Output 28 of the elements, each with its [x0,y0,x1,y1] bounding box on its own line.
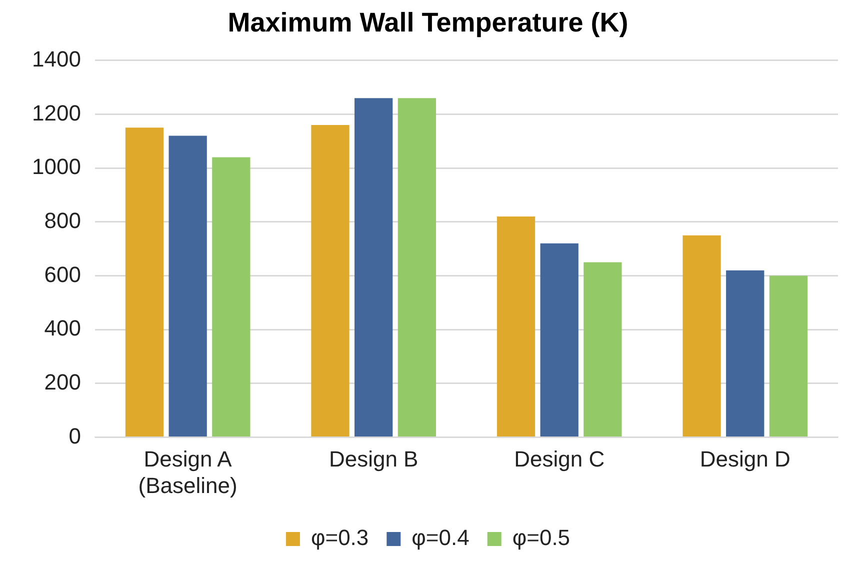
bar [212,157,250,436]
y-tick-label: 200 [44,369,81,394]
y-tick-label: 600 [44,262,81,287]
x-tick-label: Design B [328,446,418,472]
y-tick-label: 1400 [32,46,81,72]
bar [726,270,764,436]
y-tick-label: 0 [68,423,81,448]
x-tick-label: Design D [700,446,790,472]
bar [125,128,164,436]
y-tick-label: 1000 [32,154,81,180]
bar [584,262,622,436]
y-tick-label: 1200 [32,100,81,126]
bar [168,136,207,436]
bar [682,235,721,436]
y-tick-label: 400 [44,316,81,341]
bar [398,98,436,436]
y-tick-label: 800 [44,208,81,233]
legend-label: φ=0.5 [512,525,570,550]
bar [496,216,536,436]
x-tick-label: Design C [514,446,605,472]
x-tick-label: Design A (Baseline) [138,446,238,498]
bar [354,98,393,436]
chart-title: Maximum Wall Temperature (K) [228,8,628,38]
bar [311,124,350,436]
bar [540,243,578,436]
legend-label: φ=0.4 [412,525,470,550]
bar [769,276,808,436]
legend-label: φ=0.3 [310,525,369,550]
